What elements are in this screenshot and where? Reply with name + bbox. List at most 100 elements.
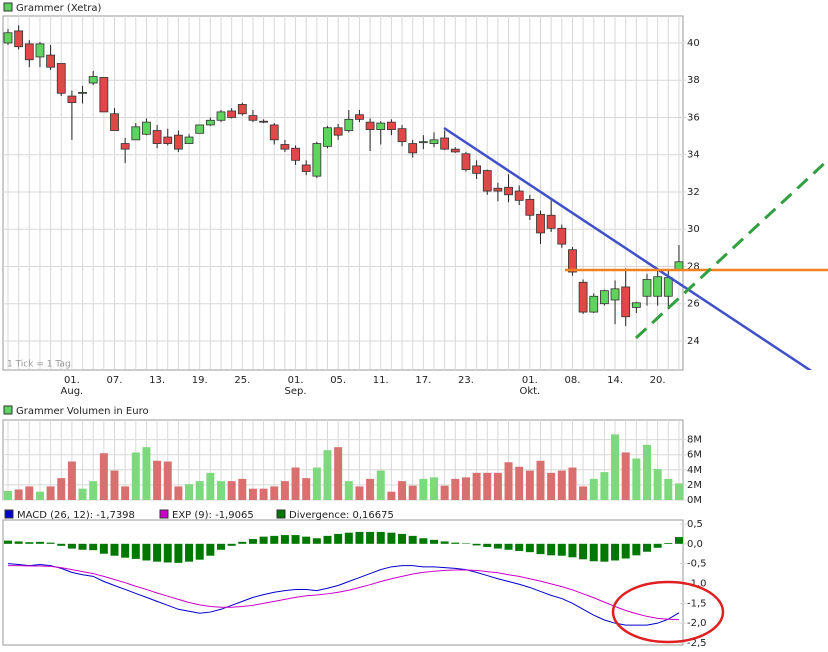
macd-line: [8, 565, 679, 621]
candle-body: [110, 113, 119, 131]
legend-swatch: [159, 509, 169, 519]
divergence-bar: [493, 543, 502, 549]
volume-bar: [579, 486, 588, 500]
divergence-bar: [547, 543, 556, 556]
divergence-bar: [557, 543, 566, 556]
x-tick-label: 01.: [64, 375, 80, 386]
divergence-bar: [461, 543, 470, 544]
candle-body: [35, 43, 45, 58]
candle-body: [514, 190, 524, 201]
volume-bar: [99, 453, 108, 500]
chart-title: Grammer (Xetra): [16, 3, 102, 14]
volume-bar: [121, 486, 130, 500]
divergence-bar: [163, 543, 172, 563]
legend-label: MACD (26, 12): -1,7398: [17, 510, 135, 521]
y-tick-label: -2,5: [687, 638, 707, 649]
candle-body: [269, 124, 279, 141]
volume-bar: [600, 472, 609, 500]
divergence-bar: [504, 543, 513, 550]
volume-bar: [35, 491, 44, 500]
divergence-bar: [568, 543, 577, 558]
divergence-bar: [206, 543, 215, 556]
candle-body: [525, 199, 535, 216]
volume-bar: [280, 481, 289, 500]
volume-bar: [398, 481, 407, 500]
volume-bar: [206, 472, 215, 500]
y-tick-label: 0M: [687, 495, 702, 506]
divergence-bar: [419, 538, 428, 544]
candle-body: [88, 76, 98, 84]
y-tick-label: 38: [687, 75, 700, 86]
divergence-bar: [131, 543, 140, 559]
candle-body: [120, 143, 130, 150]
volume-bar: [461, 477, 470, 500]
candle-body: [568, 249, 577, 273]
volume-bar: [248, 488, 257, 500]
divergence-bar: [440, 541, 449, 544]
x-tick-label: 20.: [650, 375, 666, 386]
volume-bar: [312, 467, 321, 500]
y-tick-label: 36: [687, 112, 700, 123]
volume-bar: [525, 470, 534, 500]
x-tick-label: 19.: [192, 375, 208, 386]
volume-bar: [632, 458, 641, 500]
divergence-bar: [525, 543, 534, 553]
volume-bar: [217, 481, 225, 500]
volume-bar: [344, 481, 353, 500]
divergence-bar: [110, 543, 119, 556]
divergence-bar: [344, 532, 353, 544]
volume-bar: [504, 462, 513, 500]
volume-bar: [131, 452, 140, 500]
divergence-bar: [653, 543, 662, 548]
divergence-bar: [600, 543, 609, 562]
divergence-bar: [376, 531, 385, 544]
candle-body: [429, 139, 439, 144]
volume-bar: [291, 467, 300, 500]
volume-bar: [46, 486, 55, 500]
divergence-bar: [46, 542, 55, 544]
y-tick-label: -1,5: [687, 598, 707, 609]
volume-bar: [451, 478, 460, 500]
volume-bar: [323, 450, 332, 500]
volume-bar: [493, 472, 502, 500]
candle-body: [333, 127, 343, 136]
candle-body: [152, 130, 162, 144]
divergence-bar: [217, 543, 225, 550]
divergence-bar: [632, 543, 641, 556]
candle-body: [482, 170, 492, 192]
volume-title: Grammer Volumen in Euro: [16, 406, 149, 417]
candle-body: [376, 122, 386, 130]
divergence-bar: [174, 543, 183, 563]
x-tick-label: 11.: [373, 375, 389, 386]
volume-bar: [67, 461, 76, 500]
volume-bar: [302, 478, 311, 500]
y-tick-label: 28: [687, 261, 700, 272]
candle-body: [163, 136, 173, 144]
x-month-label: Aug.: [61, 386, 84, 397]
candle-body: [24, 43, 34, 61]
legend-swatch: [276, 509, 286, 519]
x-tick-label: 23.: [458, 375, 474, 386]
divergence-bar: [153, 543, 162, 562]
volume-bar: [270, 486, 279, 500]
divergence-bar: [387, 532, 396, 544]
divergence-bar: [259, 536, 268, 544]
volume-bar: [621, 452, 630, 500]
divergence-bar: [355, 531, 364, 544]
candle-body: [46, 54, 55, 68]
candle-body: [450, 148, 460, 153]
x-tick-label: 01.: [522, 375, 538, 386]
price-panel: [2, 15, 684, 371]
candle-body: [355, 114, 364, 120]
candle-body: [312, 143, 322, 177]
x-tick-label: 17.: [415, 375, 431, 386]
volume-bar: [259, 488, 268, 500]
x-tick-label: 05.: [330, 375, 346, 386]
divergence-bar: [611, 543, 620, 561]
volume-bar: [472, 472, 481, 500]
y-tick-label: 4M: [687, 465, 702, 476]
volume-bar: [195, 481, 204, 500]
volume-bar: [536, 460, 545, 500]
candle-body: [99, 77, 109, 113]
candle-body: [472, 165, 482, 174]
